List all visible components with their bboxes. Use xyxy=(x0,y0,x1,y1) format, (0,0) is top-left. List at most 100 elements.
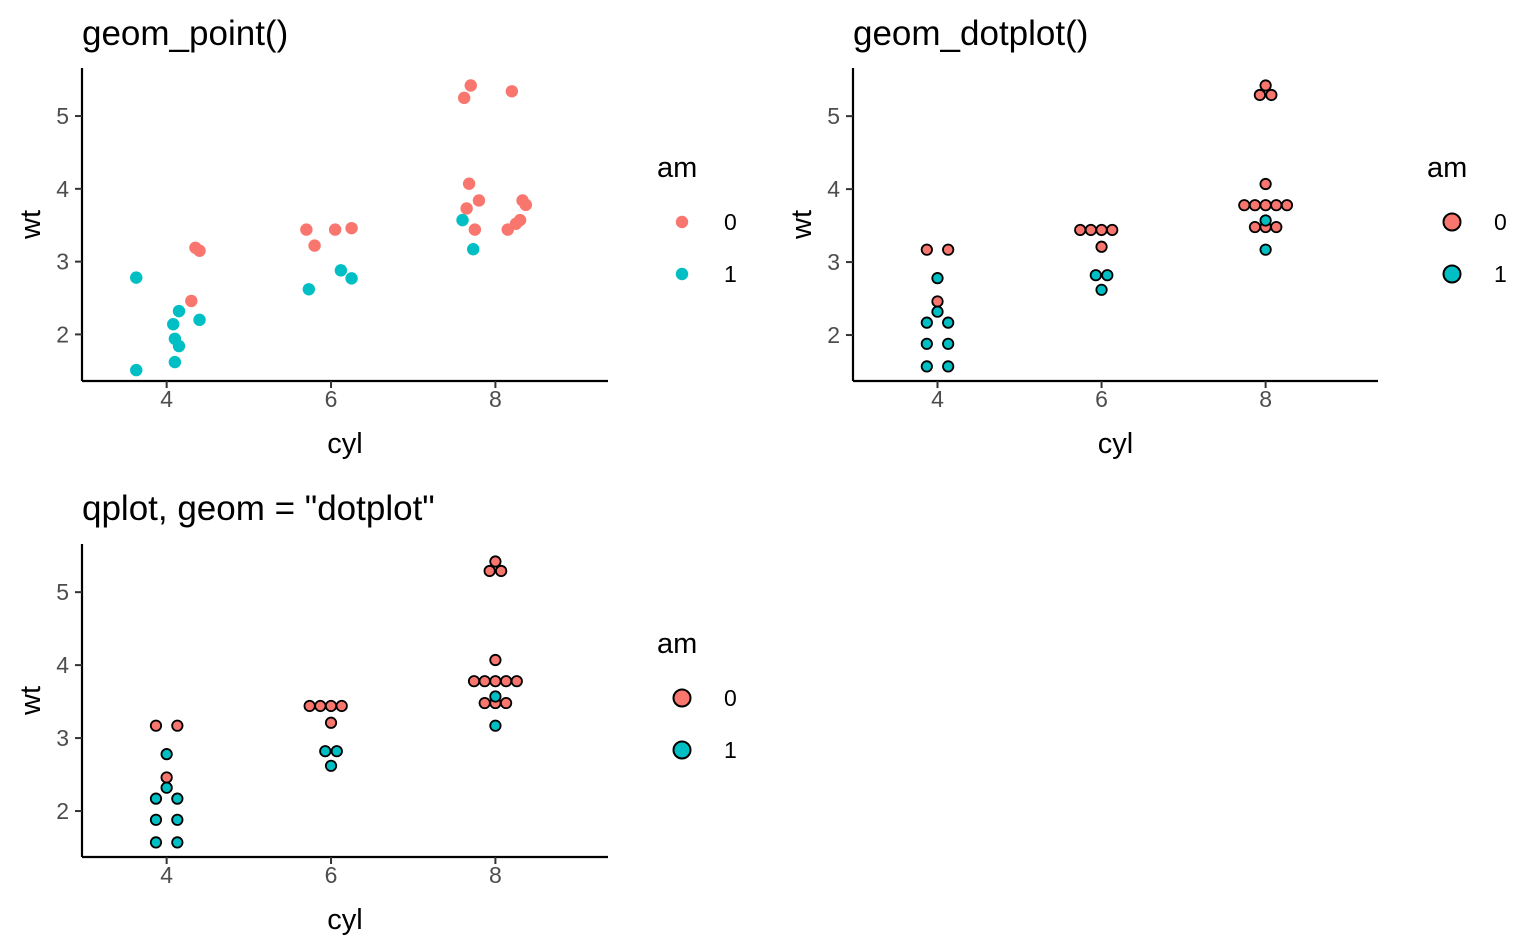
data-point xyxy=(467,243,480,256)
data-point xyxy=(172,339,186,353)
data-point xyxy=(942,316,955,329)
legend-title: am xyxy=(657,152,697,184)
data-point xyxy=(931,305,944,318)
data-point xyxy=(499,675,513,688)
data-point xyxy=(1259,177,1272,191)
data-point xyxy=(489,653,502,667)
y-tick-label: 4 xyxy=(56,176,69,202)
x-tick-label: 6 xyxy=(1095,386,1108,412)
y-axis-title: wt xyxy=(15,210,47,240)
y-tick-label: 5 xyxy=(827,103,840,129)
legend-key-0 xyxy=(1442,212,1462,232)
data-point xyxy=(303,699,316,713)
data-point xyxy=(457,91,471,105)
data-point xyxy=(324,699,338,713)
y-tick-label: 5 xyxy=(56,103,69,129)
data-point xyxy=(1095,223,1108,237)
data-point xyxy=(489,719,502,732)
data-point xyxy=(1248,199,1262,212)
data-point xyxy=(920,316,933,329)
legend-title: am xyxy=(1427,152,1467,184)
data-point xyxy=(468,223,482,236)
data-point xyxy=(314,699,327,713)
y-tick-label: 4 xyxy=(827,176,840,202)
legend-label: 0 xyxy=(724,209,737,235)
data-point xyxy=(302,283,316,296)
legend-key-0 xyxy=(672,688,692,708)
data-point xyxy=(324,759,338,772)
data-point xyxy=(478,696,491,710)
data-point xyxy=(168,355,182,369)
data-point xyxy=(460,202,473,215)
data-point xyxy=(149,719,163,732)
data-point xyxy=(130,271,143,284)
data-point xyxy=(193,313,206,327)
data-point xyxy=(942,337,955,350)
data-point xyxy=(345,272,358,285)
series-am-1 xyxy=(130,213,480,377)
y-tick-label: 3 xyxy=(56,725,69,751)
data-point xyxy=(513,213,527,227)
data-point xyxy=(510,675,523,688)
legend-key-1 xyxy=(1442,264,1462,284)
legend-key-1 xyxy=(675,267,689,281)
chart-title: qplot, geom = "dotplot" xyxy=(82,489,435,528)
data-point xyxy=(160,781,173,794)
data-point xyxy=(499,696,513,710)
x-tick-label: 8 xyxy=(489,386,502,412)
data-point xyxy=(1270,199,1283,212)
data-point xyxy=(495,564,508,578)
data-point xyxy=(171,836,184,849)
data-point xyxy=(489,690,502,703)
y-tick-label: 3 xyxy=(56,249,69,275)
legend: am 0 1 xyxy=(657,152,737,287)
data-point xyxy=(931,295,944,308)
data-point xyxy=(171,813,184,826)
data-point xyxy=(160,771,173,784)
y-tick-label: 5 xyxy=(56,579,69,605)
y-tick-label: 2 xyxy=(56,321,69,347)
series-am-0 xyxy=(920,79,1294,308)
data-point xyxy=(185,294,198,308)
series-am-0 xyxy=(185,79,533,308)
x-tick-label: 4 xyxy=(931,386,944,412)
data-point xyxy=(942,360,955,373)
data-point xyxy=(149,836,163,849)
x-tick-label: 6 xyxy=(325,386,338,412)
data-point xyxy=(489,675,502,688)
data-point xyxy=(328,223,342,236)
data-point xyxy=(319,745,332,758)
data-point xyxy=(1101,269,1114,282)
data-point xyxy=(160,748,173,761)
data-point xyxy=(345,221,358,235)
legend-label: 1 xyxy=(724,737,737,763)
chart-title: geom_dotplot() xyxy=(853,14,1088,53)
x-axis-title: cyl xyxy=(1098,428,1133,460)
legend-title: am xyxy=(657,628,697,660)
y-tick-label: 2 xyxy=(827,322,840,348)
legend: am 0 1 xyxy=(1427,152,1507,287)
data-point xyxy=(171,792,184,805)
data-point xyxy=(467,675,481,688)
data-point xyxy=(1074,223,1087,237)
data-point xyxy=(1270,220,1283,234)
legend: am 0 1 xyxy=(657,628,737,763)
legend-label: 0 xyxy=(724,685,737,711)
data-point xyxy=(483,564,496,578)
x-tick-label: 4 xyxy=(160,862,173,888)
data-point xyxy=(172,304,186,318)
x-axis-title: cyl xyxy=(327,904,362,936)
data-point xyxy=(167,318,180,331)
data-point xyxy=(1095,283,1108,296)
data-point xyxy=(171,719,184,732)
x-axis-title: cyl xyxy=(327,428,362,460)
data-point xyxy=(489,555,502,568)
series-am-1 xyxy=(920,214,1272,373)
data-point xyxy=(1253,88,1266,102)
x-tick-label: 8 xyxy=(1259,386,1272,412)
series-am-0 xyxy=(149,555,523,784)
series-am-1 xyxy=(149,690,502,849)
x-tick-label: 4 xyxy=(160,386,173,412)
chart-title: geom_point() xyxy=(82,14,288,53)
